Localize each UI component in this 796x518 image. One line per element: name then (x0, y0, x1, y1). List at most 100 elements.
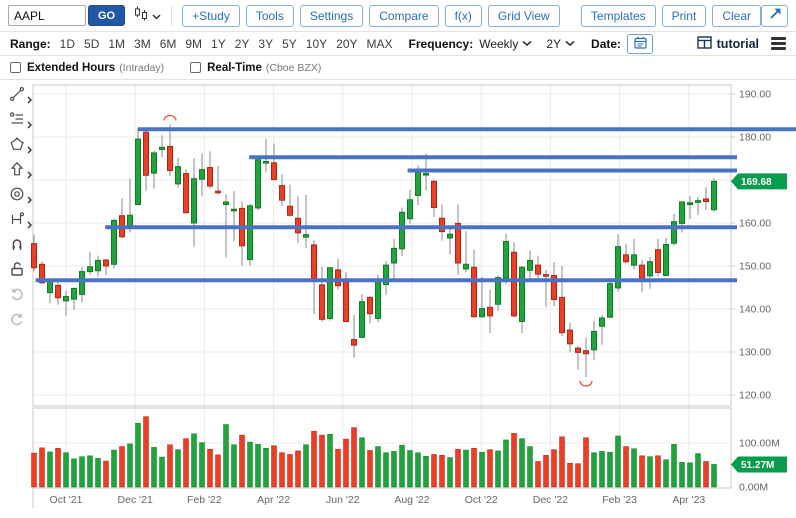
candle (567, 329, 573, 345)
brand-name: tutorial (716, 36, 759, 51)
range-item-1d[interactable]: 1D (59, 36, 76, 51)
volume-bar (367, 450, 373, 488)
x-axis-label: Dec '22 (533, 494, 568, 506)
candlestick-type-icon (134, 6, 149, 26)
lock-open-tool-button[interactable] (0, 259, 33, 284)
fib-retracement-tool-button[interactable] (0, 109, 33, 134)
candle (367, 296, 373, 315)
candle (335, 269, 341, 287)
candle (231, 208, 237, 212)
volume-bar (39, 447, 45, 488)
volume-bar (671, 444, 677, 488)
frequency-dropdown[interactable]: Frequency: Weekly (409, 37, 533, 51)
symbol-input[interactable] (8, 5, 86, 26)
volume-bar (439, 455, 445, 488)
candle (495, 277, 501, 305)
candle (135, 138, 141, 206)
volume-series (31, 416, 717, 488)
toolbar-button-print[interactable]: Print (661, 4, 707, 27)
toolbar-button-settings[interactable]: Settings (299, 4, 364, 27)
candle (559, 296, 565, 334)
candle (599, 317, 605, 327)
go-button[interactable]: GO (88, 5, 126, 26)
candle (591, 330, 597, 351)
chart-canvas[interactable]: Oct '21 Dec '21 Feb '22 Apr '22 Jun '22 Aug '… (0, 80, 796, 518)
options-bar: Extended Hours (Intraday) Real-Time (Cbo… (0, 56, 796, 80)
candle (311, 244, 317, 279)
frequency-label: Frequency: (408, 36, 474, 51)
range-item-3y[interactable]: 3Y (258, 36, 274, 51)
candle (639, 264, 645, 281)
candle (199, 169, 205, 180)
candle (39, 263, 45, 284)
volume-bar (551, 449, 557, 488)
candle (359, 301, 365, 338)
pencil-icon (768, 8, 781, 24)
polygon-shape-icon (9, 136, 25, 157)
toolbar-button-tools[interactable]: Tools (245, 4, 294, 27)
range-item-5y[interactable]: 5Y (282, 36, 297, 51)
arc-under-low-annotation[interactable] (579, 380, 593, 387)
measure-icon (9, 211, 25, 232)
menu-button[interactable] (771, 37, 786, 50)
undo-tool-button[interactable] (0, 284, 33, 309)
last-volume-badge: 51.27M (731, 456, 787, 473)
toolbar-button-compare[interactable]: Compare (369, 4, 439, 27)
volume-bar (143, 416, 149, 488)
realtime-option: Real-Time (Cboe BZX) (190, 62, 321, 74)
range-item-6m[interactable]: 6M (159, 36, 177, 51)
realtime-checkbox[interactable] (190, 62, 202, 73)
volume-bar (487, 449, 493, 488)
range-item-9m[interactable]: 9M (185, 36, 203, 51)
volume-bar (511, 433, 517, 488)
price-volume-chart: Oct '21 Dec '21 Feb '22 Apr '22 Jun '22 Aug '… (31, 84, 796, 508)
range-item-1y[interactable]: 1Y (211, 36, 226, 51)
range-item-20y[interactable]: 20Y (336, 36, 358, 51)
toolbar-button-clear[interactable]: Clear (712, 4, 761, 27)
arrow-up-tool-button[interactable] (0, 159, 33, 184)
range-item-10y[interactable]: 10Y (305, 36, 328, 51)
arc-over-high-annotation[interactable] (163, 114, 177, 121)
calendar-icon (633, 36, 647, 52)
volume-axis-label: 0.00M (739, 482, 768, 494)
extended-hours-checkbox[interactable] (10, 62, 21, 73)
measure-tool-button[interactable] (0, 209, 33, 234)
volume-bar (359, 437, 365, 488)
range-item-5d[interactable]: 5D (84, 36, 100, 51)
volume-bar (159, 456, 165, 488)
candle (583, 350, 589, 355)
candle (615, 246, 621, 289)
draw-annotate-button[interactable] (761, 4, 788, 27)
volume-bar (599, 451, 605, 488)
range-item-3m[interactable]: 3M (134, 36, 151, 51)
candle (679, 201, 685, 224)
range-item-max[interactable]: MAX (366, 36, 393, 51)
volume-bar (279, 452, 285, 488)
x-axis-label: Jun '22 (326, 494, 360, 506)
toolbar-button-f-x[interactable]: f(x) (444, 4, 482, 27)
candle (103, 259, 109, 267)
volume-bar (303, 444, 309, 488)
toolbar-button-study[interactable]: +Study (182, 4, 240, 27)
volume-bar (247, 441, 253, 488)
ellipse-tool-button[interactable] (0, 184, 33, 209)
trendline-tool-button[interactable] (0, 84, 33, 109)
range-item-1m[interactable]: 1M (108, 36, 126, 51)
volume-bar (543, 455, 549, 488)
volume-bar (111, 449, 117, 488)
magnet-tool-button[interactable] (0, 234, 33, 259)
volume-bar (255, 444, 261, 488)
toolbar-button-grid-view[interactable]: Grid View (487, 4, 560, 27)
trendline-icon (9, 86, 25, 107)
chart-type-dropdown[interactable] (134, 6, 161, 26)
volume-bar (263, 448, 269, 488)
redo-tool-button[interactable] (0, 309, 33, 334)
toolbar-button-templates[interactable]: Templates (580, 4, 656, 27)
candle (407, 199, 413, 220)
period-dropdown[interactable]: 2Y (546, 37, 575, 51)
date-picker-button[interactable] (627, 33, 654, 54)
volume-bar (431, 454, 437, 488)
volume-bar (335, 448, 341, 488)
polygon-shape-tool-button[interactable] (0, 134, 33, 159)
range-item-2y[interactable]: 2Y (234, 36, 250, 51)
